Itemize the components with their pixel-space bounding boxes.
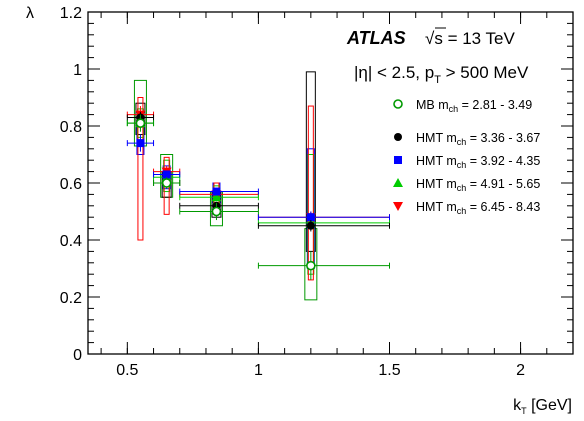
data-point: [211, 206, 222, 217]
y-axis-label: λ: [26, 5, 34, 22]
legend-marker: [393, 99, 403, 109]
legend-entry-1: HMT mch = 3.36 - 3.67: [394, 131, 540, 147]
legend-marker: [393, 202, 403, 211]
legend-entry-3: HMT mch = 4.91 - 5.65: [393, 177, 540, 193]
y-tick-label: 0: [73, 347, 82, 364]
legend-label: HMT mch = 4.91 - 5.65: [416, 177, 540, 193]
legend-entry-0: MB mch = 2.81 - 3.49: [393, 98, 532, 114]
legend-entry-2: HMT mch = 3.92 - 4.35: [394, 154, 540, 170]
data-point: [136, 139, 145, 148]
systematic-box: [137, 97, 144, 241]
data-point: [162, 170, 171, 179]
legend-label: HMT mch = 3.36 - 3.67: [416, 131, 540, 147]
axes: 0 0.2 0.4 0.6 0.8 1 1.2 0.5 1 1.5 2: [60, 5, 573, 379]
y-tick-label: 0.6: [60, 176, 82, 193]
legend-marker: [394, 133, 402, 141]
legend-label: HMT mch = 3.92 - 4.35: [416, 154, 540, 170]
data-point: [161, 178, 172, 188]
x-tick-label: 2: [516, 362, 525, 379]
x-tick-label: 1.5: [378, 362, 400, 379]
y-tick-label: 0.4: [60, 233, 82, 250]
x-tick-label: 1: [254, 362, 263, 379]
data-point: [135, 118, 146, 128]
atlas-label: ATLAS: [346, 28, 406, 48]
legend-label: HMT mch = 6.45 - 8.43: [416, 200, 540, 216]
data-point: [306, 221, 315, 230]
legend-marker: [394, 156, 402, 164]
series-4-systematics: [137, 97, 314, 281]
cuts-label: |η| < 2.5, pT > 500 MeV: [354, 63, 529, 86]
data-point: [211, 192, 222, 202]
y-tick-label: 0.2: [60, 290, 82, 307]
data-point: [212, 187, 221, 196]
energy-label: √s = 13 TeV: [425, 29, 515, 48]
y-tick-label: 0.8: [60, 119, 82, 136]
legend: MB mch = 2.81 - 3.49 HMT mch = 3.36 - 3.6…: [393, 98, 540, 216]
series-1-systematics: [135, 71, 316, 252]
x-tick-label: 0.5: [116, 362, 138, 379]
legend-label: MB mch = 2.81 - 3.49: [416, 98, 532, 114]
series-0-points: [126, 114, 390, 280]
atlas-annotation: ATLAS √s = 13 TeV |η| < 2.5, pT > 500 Me…: [346, 27, 529, 86]
data-layer: [126, 71, 390, 301]
y-tick-label: 1: [73, 62, 82, 79]
data-point: [306, 260, 316, 271]
legend-entry-4: HMT mch = 6.45 - 8.43: [393, 200, 540, 216]
y-tick-label: 1.2: [60, 5, 82, 22]
legend-marker: [393, 178, 403, 187]
x-axis-label: kT [GeV]: [513, 397, 572, 416]
systematic-box: [307, 105, 314, 281]
data-point: [306, 213, 315, 222]
